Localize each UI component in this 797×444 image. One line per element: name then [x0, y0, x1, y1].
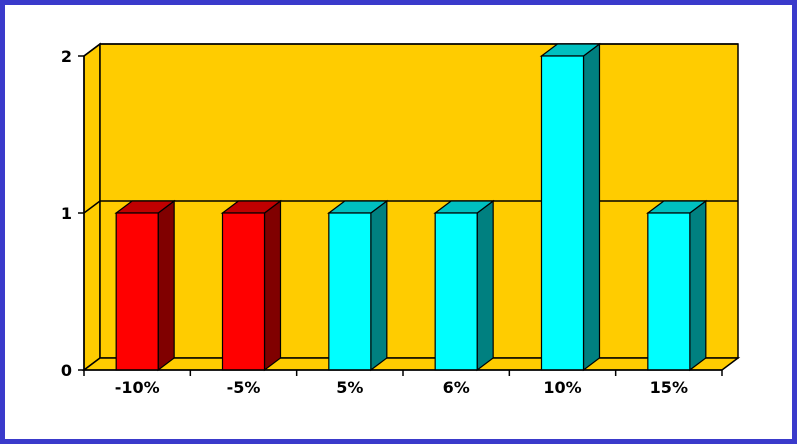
bar-side: [689, 199, 707, 372]
floor: [81, 357, 741, 371]
gridline-side: [83, 200, 101, 214]
x-tick-label: 15%: [650, 378, 688, 397]
bar-front: [647, 212, 691, 371]
bar-front: [540, 55, 585, 371]
gridlines: [83, 43, 738, 214]
bar-side: [157, 199, 175, 372]
y-tick-label: 2: [61, 47, 72, 66]
bar: [114, 199, 176, 372]
y-tick-label: 1: [61, 204, 72, 223]
x-tick-label: 5%: [336, 378, 363, 397]
gridline-side: [83, 43, 101, 57]
bar: [539, 42, 602, 372]
bar-front: [221, 212, 266, 371]
y-tick-label: 0: [61, 361, 72, 380]
bar-side: [263, 199, 282, 372]
bar-front: [115, 212, 159, 371]
x-tick-label: 6%: [443, 378, 470, 397]
chart-walls: [81, 42, 741, 372]
bar: [646, 199, 708, 372]
x-axis-ticks: -10% -5% 5% 6% 10% 15%: [83, 370, 723, 397]
bar-side: [582, 42, 601, 372]
bars: [114, 42, 708, 372]
bar-front: [328, 212, 372, 371]
bar: [220, 199, 283, 372]
bar: [433, 199, 495, 372]
bar: [327, 199, 389, 372]
bar-side: [476, 199, 494, 372]
bar-side: [370, 199, 388, 372]
x-tick-label: -10%: [115, 378, 160, 397]
x-tick-label: -5%: [227, 378, 261, 397]
bar-front: [434, 212, 478, 371]
x-tick-label: 10%: [543, 378, 581, 397]
